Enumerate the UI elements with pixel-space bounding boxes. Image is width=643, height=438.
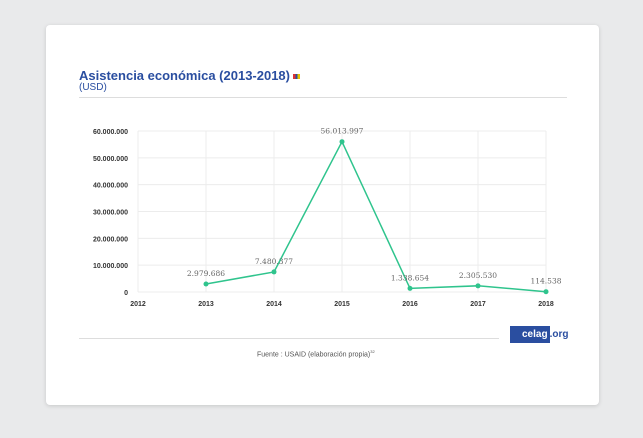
x-tick-label: 2012	[130, 301, 146, 308]
data-point	[407, 285, 413, 291]
y-tick-label: 30.000.000	[93, 210, 128, 217]
data-label: 56.013.997	[321, 127, 364, 136]
data-point	[339, 139, 345, 145]
flag-icon	[293, 74, 300, 80]
x-tick-label: 2014	[266, 301, 282, 308]
celag-logo: celag .org	[510, 326, 568, 343]
x-tick-label: 2018	[538, 301, 554, 308]
divider	[79, 97, 567, 98]
x-tick-label: 2017	[470, 301, 486, 308]
data-point	[543, 289, 549, 295]
chart-title: Asistencia económica (2013-2018)	[79, 68, 300, 83]
x-tick-label: 2013	[198, 301, 214, 308]
data-label: 1.338.654	[391, 273, 429, 282]
x-tick-label: 2016	[402, 301, 418, 308]
series-line	[205, 139, 547, 293]
divider	[79, 338, 499, 339]
chart-subtitle: (USD)	[79, 82, 107, 93]
data-point	[271, 269, 277, 275]
x-tick-label: 2015	[334, 301, 350, 308]
data-label: 2.979.686	[187, 269, 225, 278]
y-tick-label: 50.000.000	[93, 156, 128, 163]
data-label: 114.538	[530, 277, 561, 286]
y-tick-label: 20.000.000	[93, 236, 128, 243]
source-note: Fuente : USAID (elaboración propia)32	[257, 349, 375, 359]
data-label: 7.480.377	[255, 257, 293, 266]
y-tick-label: 0	[124, 290, 128, 297]
data-point	[475, 283, 481, 289]
y-tick-label: 40.000.000	[93, 183, 128, 190]
data-point	[203, 281, 209, 287]
data-label: 2.305.530	[459, 271, 497, 280]
y-tick-label: 10.000.000	[93, 263, 128, 270]
y-tick-label: 60.000.000	[93, 129, 128, 136]
